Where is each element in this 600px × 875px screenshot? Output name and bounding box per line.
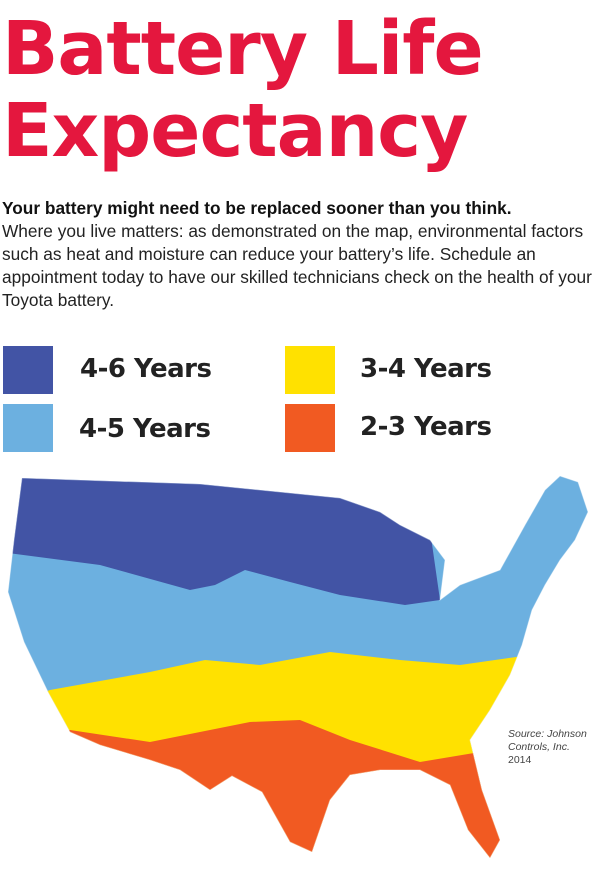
source-credit: Source: Johnson Controls, Inc. 2014	[508, 728, 587, 767]
us-outline	[7, 475, 589, 859]
legend-label-4-6: 4-6 Years	[80, 354, 212, 384]
legend-swatch-2-3	[285, 404, 335, 452]
legend-label-2-3: 2-3 Years	[360, 412, 492, 442]
title-line-1: Battery Life	[2, 6, 484, 92]
legend-label-4-5: 4-5 Years	[79, 414, 211, 444]
us-map	[7, 475, 589, 859]
source-line-1: Source: Johnson	[508, 728, 587, 740]
page-title: Battery Life Expectancy	[2, 6, 484, 174]
legend-swatch-4-5	[3, 404, 53, 452]
legend-swatch-3-4	[285, 346, 335, 394]
legend-label-3-4: 3-4 Years	[360, 354, 492, 384]
intro-lead: Your battery might need to be replaced s…	[2, 198, 512, 218]
band-4-6-years	[8, 476, 440, 605]
title-line-2: Expectancy	[2, 88, 468, 174]
intro-text: Your battery might need to be replaced s…	[2, 197, 600, 312]
source-year: 2014	[508, 754, 532, 766]
intro-body: Where you live matters: as demonstrated …	[2, 221, 592, 310]
legend-swatch-4-6	[3, 346, 53, 394]
source-line-2: Controls, Inc.	[508, 741, 570, 753]
